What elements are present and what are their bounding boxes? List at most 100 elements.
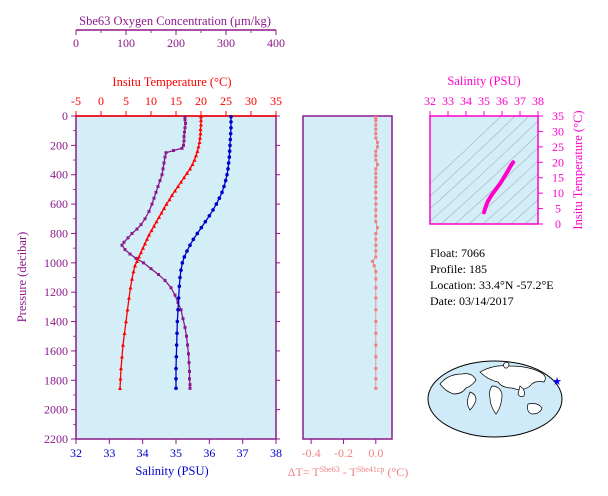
salinity-point <box>175 319 180 324</box>
profile-number: Profile: 185 <box>430 262 487 276</box>
ts-series <box>482 160 516 215</box>
salinity-point <box>207 214 212 218</box>
delta-t-point <box>374 154 378 158</box>
pressure-tick-label: 1600 <box>44 344 68 358</box>
ts-temperature-tick-label: 0 <box>555 217 561 231</box>
delta-t-point <box>374 171 378 175</box>
delta-t-axis: -0.4 -0.2 0.0 <box>302 439 383 460</box>
salinity-tick-label: 37 <box>237 446 249 460</box>
oxygen-point <box>169 286 173 290</box>
salinity-tick-label: 34 <box>137 446 149 460</box>
temperature-point <box>159 210 164 215</box>
temperature-point <box>195 149 200 153</box>
oxygen-point <box>183 130 186 134</box>
delta-t-point <box>374 343 378 347</box>
temperature-tick-label: 35 <box>270 94 282 108</box>
oxygen-point <box>152 196 156 200</box>
delta-t-point <box>375 162 379 166</box>
ts-point <box>490 192 494 196</box>
ts-salinity-tick-label: 33 <box>442 94 454 108</box>
pressure-tick-label: 1000 <box>44 256 68 270</box>
pressure-tick-label: 2000 <box>44 403 68 417</box>
density-contour <box>530 86 608 244</box>
temperature-point <box>167 197 172 202</box>
oxygen-point <box>122 240 126 244</box>
pressure-tick-label: 400 <box>50 168 68 182</box>
ts-temperature-tick-label: 15 <box>552 171 564 185</box>
delta-t-point <box>374 270 378 274</box>
delta-t-point <box>374 386 378 390</box>
oxygen-point <box>156 184 160 188</box>
delta-t-point <box>374 167 378 171</box>
oxygen-point <box>126 236 130 240</box>
delta-t-point <box>374 296 378 300</box>
temperature-point <box>197 140 202 145</box>
ts-point <box>496 184 500 188</box>
oxygen-point <box>149 267 153 271</box>
pressure-tick-label: 0 <box>62 109 68 123</box>
delta-t-point <box>374 243 378 247</box>
temperature-point <box>130 276 134 281</box>
temperature-point <box>147 232 151 237</box>
salinity-point <box>180 261 185 265</box>
temperature-point <box>192 157 197 162</box>
temperature-point <box>157 215 161 219</box>
delta-t-point <box>375 226 379 230</box>
oxygen-point <box>182 139 186 143</box>
salinity-point <box>211 208 215 212</box>
salinity-point <box>228 131 233 136</box>
temperature-point <box>164 201 169 206</box>
salinity-point <box>222 184 226 189</box>
oxygen-point <box>181 317 185 321</box>
ts-point <box>485 202 489 206</box>
temperature-point <box>182 175 186 180</box>
delta-t-point <box>374 367 378 371</box>
oxygen-point <box>123 248 127 252</box>
temperature-point <box>199 122 203 127</box>
oxygen-point <box>139 223 143 227</box>
delta-t-panel: -0.4 -0.2 0.0 ΔT= TSbe63 - TSbe41cp (°C) <box>288 115 408 479</box>
oxygen-point <box>154 190 158 194</box>
temperature-point <box>198 135 202 140</box>
temperature-point <box>154 219 159 224</box>
delta-t-point <box>371 259 375 263</box>
salinity-point <box>176 296 181 300</box>
temperature-point <box>170 193 174 197</box>
temperature-point <box>190 162 195 167</box>
temperature-point <box>119 366 123 371</box>
ts-salinity-tick-label: 37 <box>514 94 526 108</box>
oxygen-point <box>187 352 190 356</box>
temperature-tick-label: 0 <box>98 94 104 108</box>
delta-t-point <box>374 127 378 131</box>
temperature-point <box>124 319 128 324</box>
oxygen-point <box>160 173 164 177</box>
salinity-point <box>199 225 204 230</box>
salinity-point <box>227 155 232 159</box>
salinity-point <box>175 331 179 336</box>
ts-salinity-tick-label: 32 <box>424 94 436 108</box>
delta-t-tick-label: -0.2 <box>334 446 353 460</box>
temperature-point <box>188 166 192 171</box>
pressure-tick-label: 600 <box>50 197 68 211</box>
density-contour <box>430 120 538 222</box>
oxygen-point <box>143 217 147 221</box>
pressure-tick-label: 1400 <box>44 315 68 329</box>
delta-t-point <box>374 115 378 119</box>
salinity-point <box>226 161 231 165</box>
salinity-point <box>176 308 180 312</box>
delta-t-plot-frame <box>302 115 393 440</box>
salinity-axis: 32 33 34 35 36 37 38 <box>70 439 282 460</box>
temperature-point <box>133 263 137 268</box>
pressure-tick-label: 800 <box>50 226 68 240</box>
temperature-point <box>162 206 166 211</box>
salinity-point <box>229 125 233 130</box>
delta-t-point <box>374 190 378 194</box>
density-contour <box>430 116 516 197</box>
temperature-tick-label: 30 <box>245 94 257 108</box>
delta-t-point <box>374 118 378 122</box>
oxygen-point <box>172 149 175 153</box>
oxygen-point <box>180 146 184 150</box>
oxygen-point <box>183 126 187 130</box>
oxygen-point <box>163 278 167 282</box>
